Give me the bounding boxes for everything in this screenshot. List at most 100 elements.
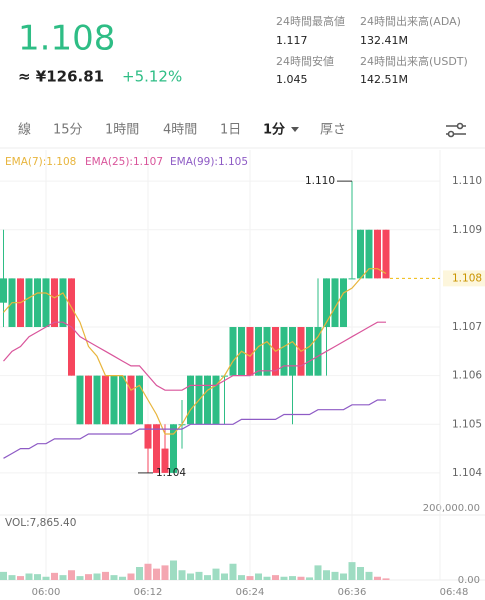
dropdown-caret <box>291 127 299 132</box>
volume-bar <box>221 573 228 580</box>
candle <box>153 424 160 473</box>
stat-label: 24時間出来高(USDT) <box>360 54 468 68</box>
candle <box>212 375 220 425</box>
tab[interactable]: 4時間 <box>163 123 197 138</box>
candle <box>119 375 126 425</box>
settings-icon[interactable] <box>446 122 466 138</box>
y-tick-label: 0.00 <box>458 575 480 586</box>
candle <box>144 424 152 473</box>
volume-bar <box>136 567 143 580</box>
plot: 06:00 06:12 06:24 06:36 06:48 1.110 1.109 1.107… <box>0 150 485 598</box>
candle <box>42 278 50 328</box>
volume-bar <box>187 573 194 580</box>
volume-bar <box>229 563 237 580</box>
tab-bar: 線 15分 1時間 4時間 1日 1分 厚さ <box>18 122 346 138</box>
y-tick-label: 200,000.00 <box>423 503 480 514</box>
tab[interactable]: 1日 <box>220 123 241 138</box>
change: +5.12% <box>122 68 182 86</box>
candle-body <box>34 278 41 328</box>
volume-bar <box>314 565 322 580</box>
x-tick-label: 06:48 <box>440 587 469 598</box>
tab[interactable]: 厚さ <box>320 123 346 138</box>
volume-bar <box>119 576 126 580</box>
volume-bar <box>93 573 101 580</box>
stat-value: 132.41M <box>360 34 408 47</box>
candle-body <box>263 327 271 376</box>
ema-line <box>3 321 386 391</box>
candle-body <box>348 278 356 280</box>
candle-body <box>306 327 313 376</box>
volume-bar <box>323 570 330 580</box>
volume-bar <box>365 571 373 580</box>
candle <box>314 278 322 376</box>
volume-bar <box>340 573 347 580</box>
tab[interactable]: 線 <box>18 122 31 138</box>
candle <box>323 278 330 376</box>
stat-label: 24時間出来高(ADA) <box>360 14 461 28</box>
legend-entry: EMA(25):1.107 <box>85 156 163 168</box>
volume-bar <box>374 576 381 580</box>
candle <box>382 229 390 279</box>
volume-bar <box>85 574 92 580</box>
candle-body <box>187 375 194 425</box>
last-price-label: 1.108 <box>452 272 482 284</box>
tab[interactable]: 1時間 <box>105 123 139 138</box>
candle <box>25 278 33 328</box>
candle <box>306 327 313 376</box>
candle-body <box>127 375 135 425</box>
y-tick-label: 1.104 <box>452 467 482 479</box>
volume-bar <box>238 575 245 580</box>
volume-bar <box>280 576 288 580</box>
volume-bar <box>17 576 24 580</box>
y-tick-label: 1.106 <box>452 370 482 382</box>
candle <box>51 278 58 328</box>
volume-bar <box>25 573 33 580</box>
candle-body <box>85 375 92 425</box>
volume-bar <box>8 575 16 580</box>
candle <box>110 375 118 425</box>
tab[interactable]: 15分 <box>53 123 83 138</box>
x-tick-label: 06:24 <box>236 587 265 598</box>
candle <box>331 278 339 328</box>
candle-body <box>59 278 67 328</box>
candle <box>161 424 169 473</box>
candle-body <box>93 375 101 425</box>
candle <box>374 229 381 279</box>
candle-body <box>153 424 160 473</box>
volume-bar <box>144 563 152 580</box>
volume-bar <box>382 578 390 580</box>
stat-label: 24時間安値 <box>276 54 334 68</box>
high-label: 1.110 <box>305 175 335 187</box>
candle-body <box>119 375 126 425</box>
candle-body <box>331 278 339 328</box>
low-label: 1.104 <box>156 467 186 479</box>
candle-body <box>289 327 296 376</box>
candle <box>85 375 92 425</box>
tab[interactable]: 1分 <box>263 122 285 138</box>
candle-body <box>204 375 211 425</box>
y-tick-label: 1.110 <box>452 175 482 187</box>
candle <box>357 229 364 279</box>
candle-body <box>314 327 322 376</box>
x-tick-label: 06:36 <box>338 587 367 598</box>
candle-body <box>246 327 254 376</box>
candle <box>263 327 271 376</box>
candle-body <box>25 278 33 328</box>
y-tick-label: 1.107 <box>452 321 482 333</box>
volume-bar <box>161 565 169 580</box>
volume-bar <box>51 572 58 580</box>
volume-bar <box>297 576 305 580</box>
candle-body <box>0 278 7 303</box>
candle-body <box>255 327 262 376</box>
candle <box>34 278 41 328</box>
volume-bar <box>76 576 84 580</box>
volume-bar <box>178 570 186 580</box>
candle-body <box>161 448 169 473</box>
y-tick-label: 1.109 <box>452 224 482 236</box>
volume-bar <box>153 568 160 580</box>
candle <box>204 375 211 425</box>
volume-bar <box>127 573 135 580</box>
candle-body <box>382 229 390 279</box>
x-tick-label: 06:12 <box>134 587 163 598</box>
